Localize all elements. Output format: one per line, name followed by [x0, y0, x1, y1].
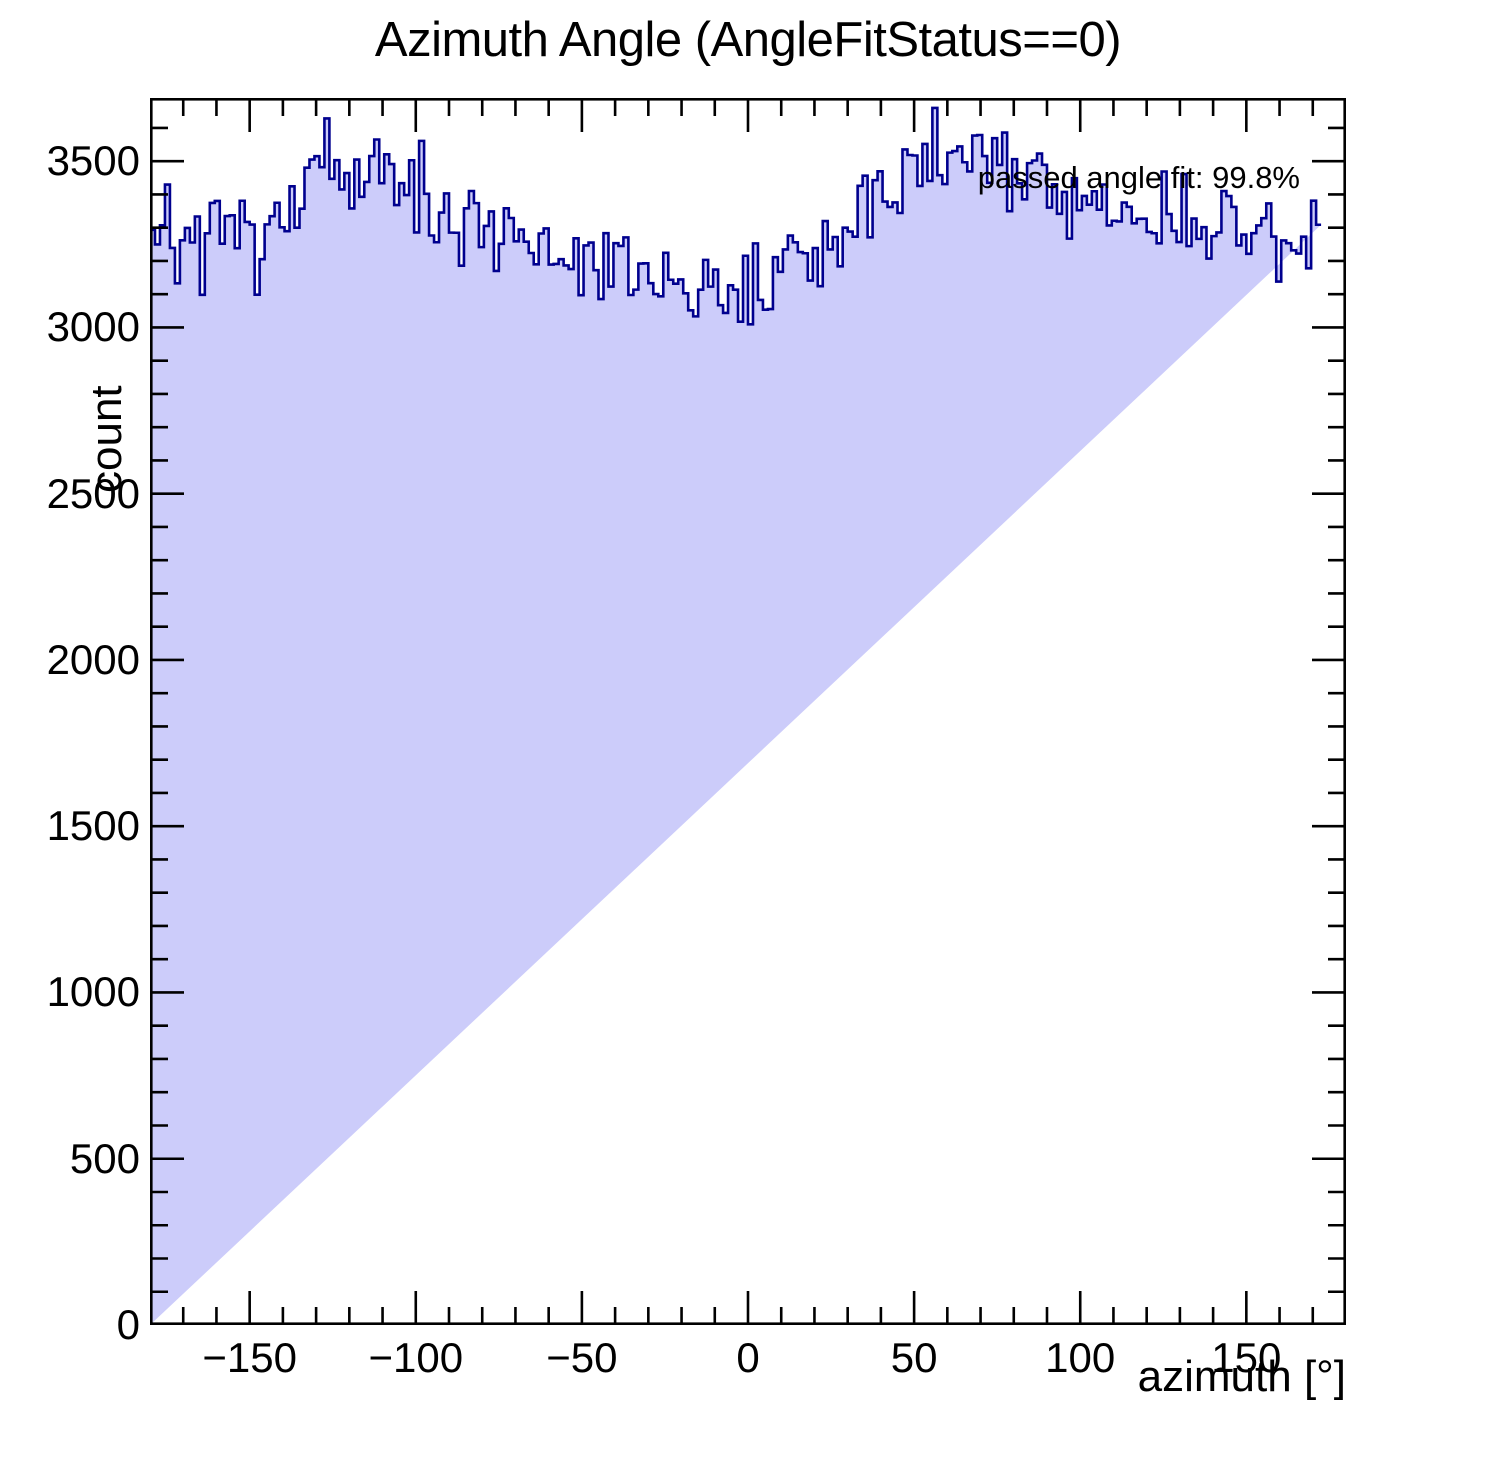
plot-frame-border	[150, 98, 1346, 1325]
plot-area: passed angle fit: 99.8% count azimuth [°…	[47, 98, 1346, 1401]
histogram-outline	[150, 106, 1322, 326]
page-title: Azimuth Angle (AngleFitStatus==0)	[374, 13, 1122, 67]
pass-rate-annotation: passed angle fit: 99.8%	[977, 160, 1300, 195]
y-tick-label: 3000	[46, 303, 140, 351]
histogram-svg	[150, 98, 1346, 1325]
y-tick-label: 1000	[46, 968, 140, 1016]
x-tick-label: −50	[546, 1334, 618, 1381]
x-tick-label: 150	[1211, 1334, 1282, 1381]
y-tick-label: 2500	[46, 469, 140, 517]
x-tick-label: 0	[736, 1334, 760, 1381]
x-tick-label: −100	[368, 1334, 464, 1381]
x-tick-label: −150	[202, 1334, 297, 1381]
x-axis-title: azimuth [°]	[1137, 1352, 1346, 1401]
y-tick-label: 3500	[46, 137, 140, 185]
y-tick-label: 0	[116, 1301, 140, 1348]
x-tick-label: 50	[890, 1334, 938, 1381]
x-tick-label: 100	[1045, 1334, 1116, 1381]
y-tick-label: 1500	[46, 802, 140, 850]
histogram-fill	[150, 107, 1322, 1325]
y-tick-label: 2000	[46, 635, 140, 683]
y-tick-label: 500	[69, 1134, 140, 1182]
axis-ticks	[150, 98, 1346, 1325]
